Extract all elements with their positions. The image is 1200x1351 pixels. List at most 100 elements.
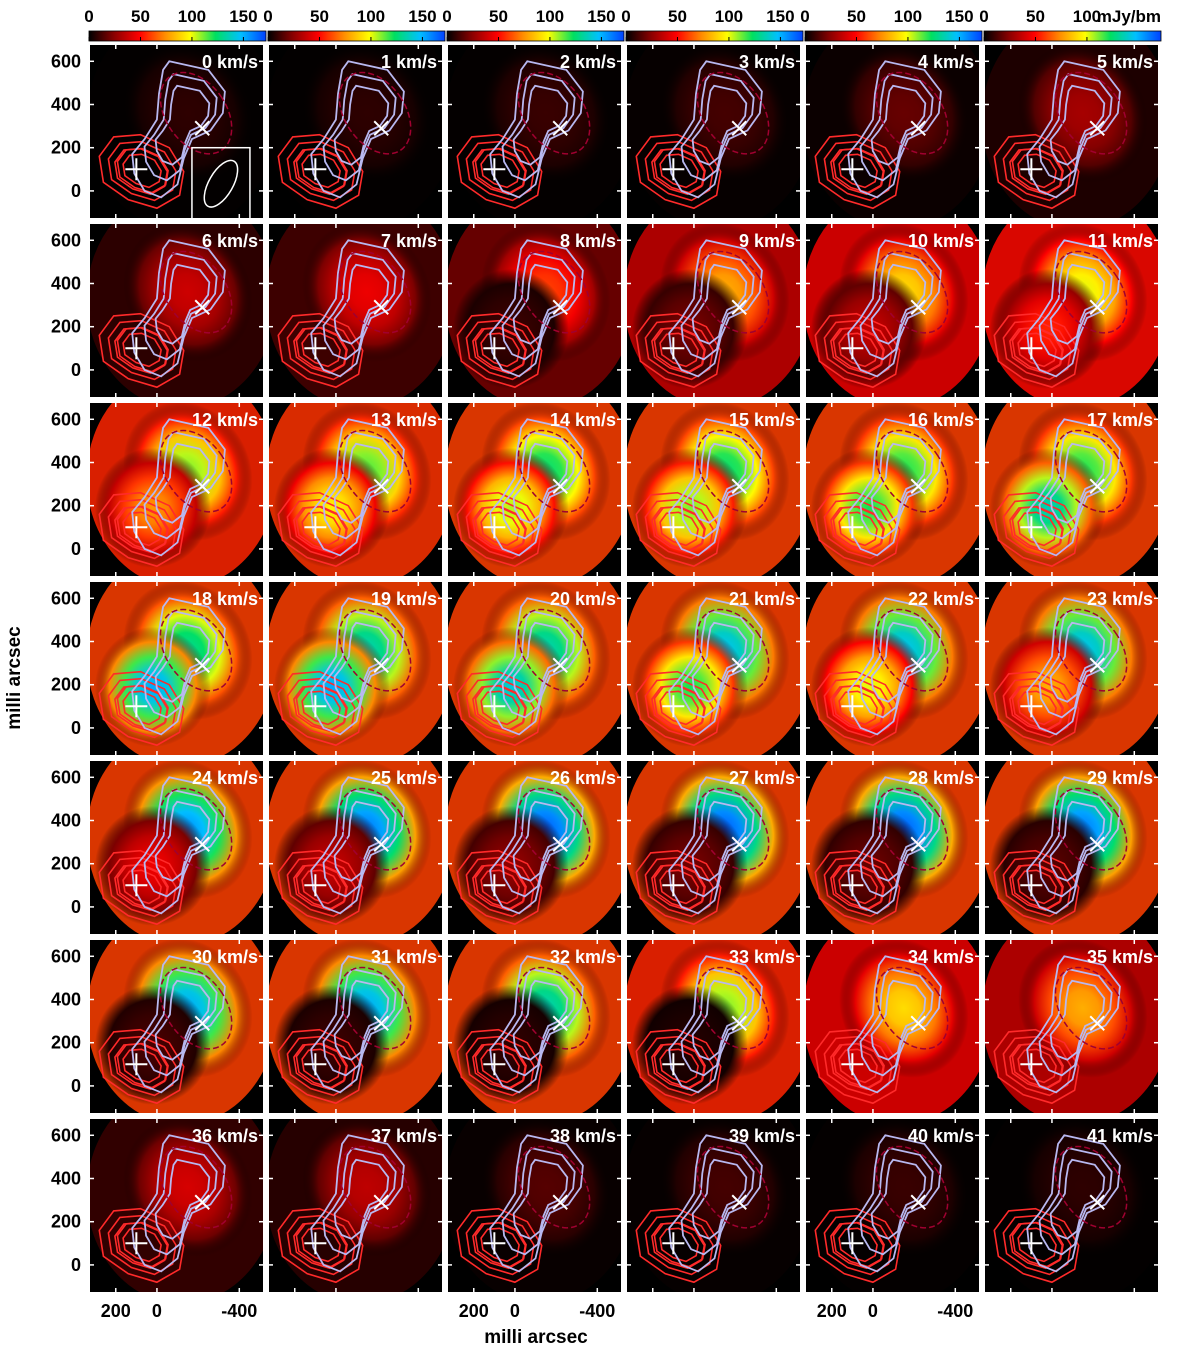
channel-panel: 11 km/s <box>984 223 1159 398</box>
plus-marker <box>304 695 327 718</box>
integrated-contour <box>143 789 218 898</box>
panel-border <box>626 939 801 1114</box>
integrated-contour <box>489 597 584 736</box>
panel-border <box>805 939 980 1114</box>
velocity-label: 26 km/s <box>550 768 616 788</box>
colorbar-tick-label: 0 <box>621 7 630 26</box>
dashed-contour <box>696 429 770 513</box>
continuum-contour <box>830 684 885 733</box>
integrated-contour <box>1038 610 1113 719</box>
integrated-contour <box>668 239 763 378</box>
continuum-contour <box>659 153 699 189</box>
dashed-contour <box>696 71 770 155</box>
continuum-contour <box>480 1227 520 1263</box>
continuum-contour <box>838 1227 878 1263</box>
panel-border <box>984 223 1159 398</box>
channel-panel: 13 km/s <box>268 402 443 577</box>
y-tick-label: 600 <box>51 1125 81 1145</box>
integrated-contour <box>489 418 584 557</box>
dashed-contour <box>517 1145 591 1229</box>
colorbar-tick-label: 150 <box>945 7 973 26</box>
y-tick-label: 400 <box>51 273 81 293</box>
colorbar-tick-label: 50 <box>1026 7 1045 26</box>
integrated-contour <box>131 239 226 378</box>
integrated-contour <box>333 442 390 524</box>
integrated-contour <box>143 73 218 182</box>
integrated-contour <box>859 610 934 719</box>
x-tick-label: 200 <box>101 1301 131 1321</box>
velocity-label: 30 km/s <box>192 947 258 967</box>
plus-marker <box>841 1232 864 1255</box>
continuum-contour <box>1009 326 1064 375</box>
cross-marker <box>194 1194 210 1210</box>
integrated-contour <box>680 252 755 361</box>
velocity-label: 14 km/s <box>550 410 616 430</box>
velocity-label: 0 km/s <box>202 52 258 72</box>
integrated-contour <box>154 800 211 882</box>
panel-border <box>984 1118 1159 1293</box>
plus-marker <box>841 516 864 539</box>
velocity-label: 31 km/s <box>371 947 437 967</box>
integrated-contour <box>512 442 569 524</box>
y-tick-label: 200 <box>51 138 81 158</box>
plus-marker <box>1020 1053 1043 1076</box>
integrated-contour <box>154 263 211 345</box>
x-tick-label: -400 <box>221 1301 257 1321</box>
integrated-contour <box>154 979 211 1061</box>
integrated-contour <box>680 610 755 719</box>
integrated-contour <box>1026 597 1121 736</box>
continuum-contour <box>472 863 527 912</box>
velocity-label: 17 km/s <box>1087 410 1153 430</box>
y-tick-label: 0 <box>71 181 81 201</box>
plus-marker <box>304 337 327 360</box>
beam-ellipse <box>203 159 239 208</box>
cross-marker <box>731 657 747 673</box>
integrated-contour <box>847 776 942 915</box>
dashed-contour <box>517 71 591 155</box>
continuum-contour <box>472 1042 527 1091</box>
cross-marker <box>910 299 926 315</box>
velocity-label: 12 km/s <box>192 410 258 430</box>
y-tick-label: 400 <box>51 989 81 1009</box>
integrated-contour <box>680 1147 755 1256</box>
dashed-contour <box>1054 787 1128 871</box>
panel-border <box>626 1118 801 1293</box>
channel-panel: 30 km/s <box>89 939 264 1114</box>
x-tick-label: 0 <box>868 1301 878 1321</box>
integrated-contour <box>333 84 390 166</box>
integrated-contour <box>1038 73 1113 182</box>
integrated-contour <box>154 442 211 524</box>
x-tick-label: 0 <box>510 1301 520 1321</box>
dashed-contour <box>875 608 949 692</box>
integrated-contour <box>143 610 218 719</box>
continuum-contour <box>659 690 699 726</box>
continuum-contour <box>472 326 527 375</box>
colorbar <box>446 30 625 42</box>
channel-panel: 0 km/s <box>89 44 264 219</box>
continuum-contour <box>651 1221 706 1270</box>
velocity-label: 33 km/s <box>729 947 795 967</box>
integrated-contour <box>489 1134 584 1273</box>
channel-panel: 2 km/s <box>447 44 622 219</box>
continuum-contour <box>838 332 878 368</box>
continuum-contour <box>293 505 348 554</box>
cross-marker <box>373 120 389 136</box>
y-tick-label: 400 <box>51 1168 81 1188</box>
integrated-contour <box>1049 800 1106 882</box>
continuum-contour <box>301 511 341 547</box>
integrated-contour <box>512 800 569 882</box>
integrated-contour <box>668 955 763 1094</box>
y-tick-label: 0 <box>71 1255 81 1275</box>
panel-border <box>805 760 980 935</box>
cross-marker <box>910 478 926 494</box>
velocity-label: 32 km/s <box>550 947 616 967</box>
plus-marker <box>125 337 148 360</box>
cross-marker <box>731 1015 747 1031</box>
plus-marker <box>662 1232 685 1255</box>
velocity-label: 6 km/s <box>202 231 258 251</box>
continuum-contour <box>480 1048 520 1084</box>
continuum-contour <box>301 153 341 189</box>
cross-marker <box>731 1194 747 1210</box>
dashed-contour <box>875 429 949 513</box>
